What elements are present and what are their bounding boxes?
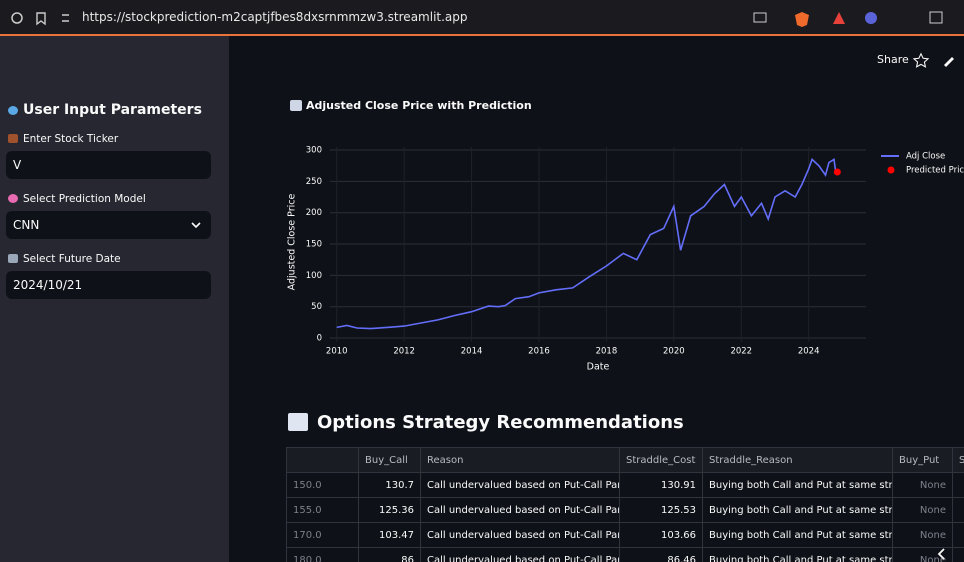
x-tick-label: 2022: [730, 346, 752, 356]
x-axis-label: Date: [587, 362, 610, 373]
y-tick-label: 300: [306, 146, 322, 156]
field-label-row: Select Prediction Model: [8, 193, 146, 205]
icon: [288, 413, 308, 431]
x-tick-label: 2010: [326, 346, 348, 356]
browser-bar: https://stockprediction-m2captjfbes8dxsr…: [0, 0, 964, 36]
legend-label: Predicted Price: [906, 166, 964, 176]
icon: [290, 100, 302, 111]
icon: [8, 194, 18, 203]
table-cell: 86: [358, 547, 421, 562]
table-cell: 125.53: [619, 497, 703, 523]
legend-label: Adj Close: [906, 152, 945, 162]
y-tick-label: 150: [306, 240, 322, 250]
field-label-row: Select Future Date: [8, 253, 121, 265]
sidebar-title: User Input Parameters: [23, 102, 202, 118]
section-title: Options Strategy Recommendations: [317, 412, 684, 433]
table-row: 170.0 103.47 Call undervalued based on Put…: [286, 522, 964, 548]
x-tick-label: 2024: [798, 346, 820, 356]
table-cell: None: [952, 472, 964, 498]
y-tick-label: 200: [306, 208, 322, 218]
table-cell: 130.91: [619, 472, 703, 498]
field-label: Enter Stock Ticker: [23, 133, 119, 145]
table-cell: None: [952, 547, 964, 562]
column-header: [286, 447, 359, 473]
icon: [8, 134, 18, 143]
nav-icons: [11, 12, 69, 26]
line: [336, 157, 837, 330]
table-row: 155.0 125.36 Call undervalued based on Put…: [286, 497, 964, 523]
field-label-row: Enter Stock Ticker: [8, 133, 118, 145]
table-cell: 170.0: [286, 522, 359, 548]
table-cell: None: [952, 522, 964, 548]
table-row: 150.0 130.7 Call undervalued based on Put-…: [286, 472, 964, 498]
table-cell: Buying both Call and Put at same strike.: [702, 547, 893, 562]
table-cell: None: [892, 472, 953, 498]
column-header: Straddle_Reason: [702, 447, 893, 473]
browser-icons: [753, 11, 943, 27]
y-tick-label: 250: [306, 177, 322, 187]
column-header: Reason: [420, 447, 620, 473]
table-cell: Call undervalued based on Put-Call Parit…: [420, 497, 620, 523]
field-label: Select Future Date: [23, 253, 121, 265]
table-cell: 155.0: [286, 497, 359, 523]
table-cell: 125.36: [358, 497, 421, 523]
table-cell: 150.0: [286, 472, 359, 498]
url[interactable]: https://stockprediction-m2captjfbes8dxsr…: [82, 10, 468, 24]
table-cell: None: [892, 497, 953, 523]
table-cell: 103.66: [619, 522, 703, 548]
x-tick-label: 2018: [596, 346, 618, 356]
chart: Adjusted Close Price with Prediction Adj…: [287, 99, 964, 373]
header-icons: [912, 52, 954, 68]
chart-title: Adjusted Close Price with Prediction: [306, 99, 532, 112]
scroll-arrow[interactable]: [936, 547, 948, 561]
share-button[interactable]: Share: [877, 53, 909, 66]
y-tick-label: 0: [317, 334, 322, 344]
y-tick-label: 100: [306, 271, 322, 281]
column-header: Straddle_Cost: [619, 447, 703, 473]
header-row: Buy_Call Reason Straddle_Cost Straddle_Reas…: [286, 447, 964, 473]
table-cell: Call undervalued based on Put-Call Parit…: [420, 522, 620, 548]
x-tick-label: 2014: [461, 346, 483, 356]
x-tick-label: 2020: [663, 346, 685, 356]
sidebar-title-row: User Input Parameters: [8, 102, 202, 118]
table-cell: 103.47: [358, 522, 421, 548]
y-axis-label: Adjusted Close Price: [287, 194, 298, 291]
table-cell: None: [952, 497, 964, 523]
icon: [8, 106, 18, 115]
table: Buy_Call Reason Straddle_Cost Straddle_Reas…: [286, 447, 964, 562]
point: [833, 168, 841, 176]
table-cell: Buying both Call and Put at same strike.: [702, 522, 893, 548]
text-input[interactable]: V: [6, 151, 211, 179]
table-cell: 86.46: [619, 547, 703, 562]
column-header: Strangle_Cost: [952, 447, 964, 473]
table-cell: Call undervalued based on Put-Call Parit…: [420, 547, 620, 562]
y-tick-label: 50: [311, 302, 322, 312]
icon: [8, 254, 18, 263]
section-title-row: Options Strategy Recommendations: [288, 412, 684, 433]
select-value: CNN: [13, 218, 40, 232]
date-input[interactable]: 2024/10/21: [6, 271, 211, 299]
select-input[interactable]: CNN: [6, 211, 211, 239]
table-cell: Buying both Call and Put at same strike.: [702, 497, 893, 523]
legend-swatch: [887, 166, 895, 174]
table-cell: 130.7: [358, 472, 421, 498]
column-header: Buy_Call: [358, 447, 421, 473]
table-cell: Call undervalued based on Put-Call Parit…: [420, 472, 620, 498]
table-cell: None: [892, 522, 953, 548]
x-tick-label: 2012: [393, 346, 415, 356]
field-label: Select Prediction Model: [23, 193, 146, 205]
table-row: 180.0 86 Call undervalued based on Put-Cal…: [286, 547, 964, 562]
column-header: Buy_Put: [892, 447, 953, 473]
x-tick-label: 2016: [528, 346, 550, 356]
table-container: Buy_Call Reason Straddle_Cost Straddle_Reas…: [286, 447, 964, 562]
sidebar: User Input Parameters Enter Stock Ticker…: [0, 36, 229, 562]
table-cell: Buying both Call and Put at same strike.: [702, 472, 893, 498]
chevron: [191, 222, 201, 229]
table-cell: 180.0: [286, 547, 359, 562]
